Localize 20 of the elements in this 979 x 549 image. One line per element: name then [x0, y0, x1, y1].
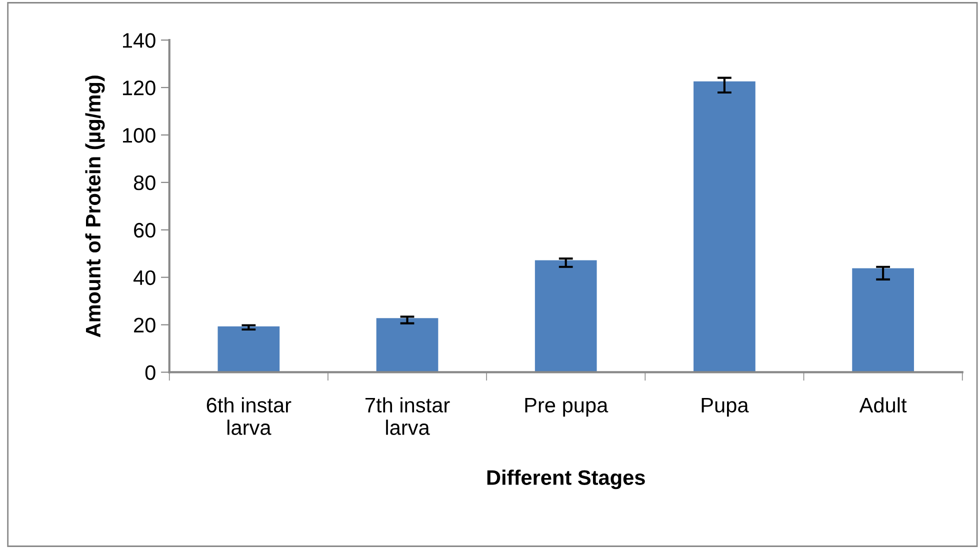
y-tick-label: 80 [134, 175, 156, 190]
x-axis-title: Different Stages [487, 470, 645, 490]
bar [534, 260, 597, 372]
y-axis-title: Amount of Protein (µg/mg) [85, 76, 105, 338]
bar [218, 326, 280, 372]
bar [852, 268, 914, 372]
x-tick-label: 6th instar larva [206, 397, 292, 435]
bar [694, 81, 756, 372]
x-tick-label: Pupa [702, 398, 749, 417]
x-tick-label: 7th instar larva [365, 397, 450, 435]
y-tick-label: 40 [133, 270, 156, 286]
y-tick-label: 100 [123, 128, 156, 143]
y-tick-label: 60 [134, 222, 156, 238]
y-tick-label: 20 [134, 318, 156, 333]
x-tick-label: Pre pupa [525, 398, 608, 417]
y-tick-label: 0 [145, 365, 156, 380]
x-tick-label: Adult [859, 397, 907, 413]
bar [376, 318, 438, 372]
y-tick-label: 140 [123, 33, 156, 48]
y-tick-label: 120 [123, 80, 156, 96]
